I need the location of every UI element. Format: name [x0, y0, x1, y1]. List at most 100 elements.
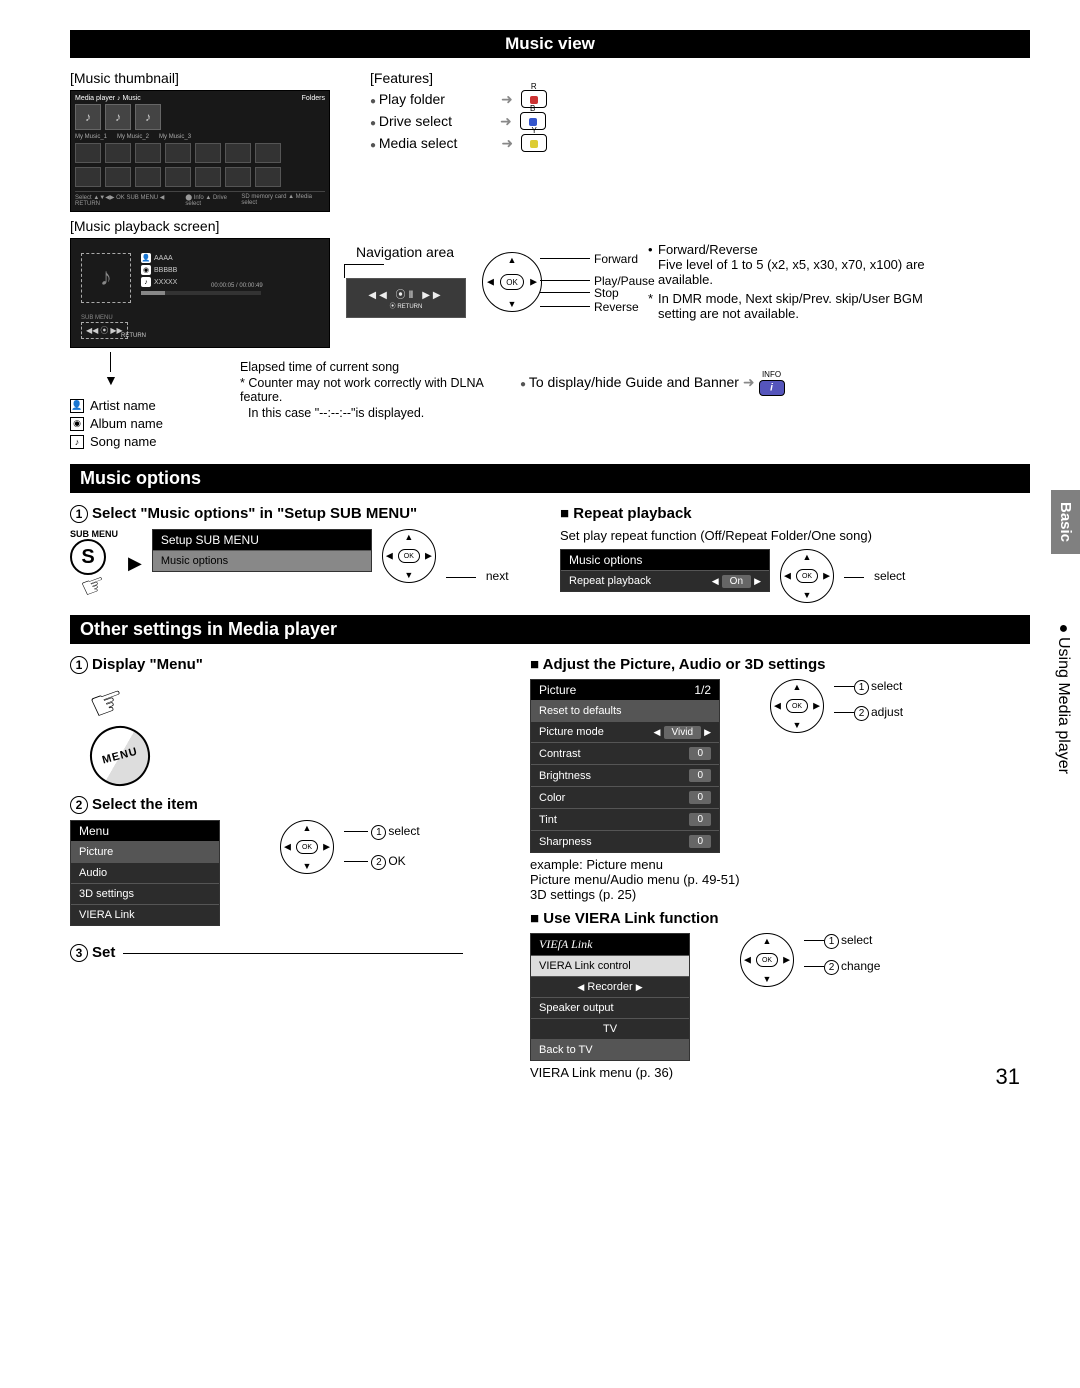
- side-section-text: ●Using Media player: [1054, 620, 1072, 774]
- dpad-icon: ▲ ▼ ◀ ▶ OK: [280, 820, 334, 874]
- pb-time: 00:00:05 / 00:00:49: [211, 283, 263, 289]
- arrow-icon: ➜: [743, 374, 755, 390]
- annot-select: select: [388, 824, 419, 838]
- step1-display-menu: 1Display "Menu": [70, 656, 510, 674]
- legend-artist: Artist name: [90, 398, 156, 413]
- music-options-banner: Music options: [70, 464, 1030, 493]
- hand-icon: ☞: [83, 675, 132, 730]
- menu-item-3d[interactable]: 3D settings: [71, 883, 219, 904]
- thumb-right: Folders: [302, 95, 325, 102]
- annot-adjust: adjust: [871, 705, 903, 719]
- picture-menu: Picture1/2 Reset to defaults Picture mod…: [530, 679, 720, 853]
- music-options-menu: Music options Repeat playback ◀ On ▶: [560, 549, 770, 592]
- feature-drive-select: Drive select: [370, 113, 452, 129]
- dpad-icon: ▲ ▼ ◀ ▶ OK: [740, 933, 794, 987]
- step2-select-item: 2Select the item: [70, 796, 510, 814]
- thumb-folder: ♪: [105, 104, 131, 130]
- sub-menu-label: SUB MENU: [70, 529, 118, 539]
- thumb-footer-mid: ⬤ Info ▲ Drive select: [185, 194, 241, 207]
- arrow-icon: ➜: [500, 113, 512, 130]
- ok-button-icon: OK: [500, 274, 524, 290]
- step1-title: 1Select "Music options" in "Setup SUB ME…: [70, 505, 540, 523]
- menu-title: Menu: [71, 821, 219, 841]
- song-icon: ♪: [141, 277, 151, 287]
- song-icon: ♪: [70, 435, 84, 449]
- menu-remote-icon: MENU: [83, 719, 156, 792]
- hand-icon: ☞: [77, 566, 112, 606]
- album-icon: ◉: [70, 417, 84, 431]
- viera-row[interactable]: Back to TV: [531, 1039, 689, 1060]
- annot-select: select: [871, 679, 902, 693]
- pic-row[interactable]: Tint0: [531, 808, 719, 830]
- setup-sub-menu: Setup SUB MENU Music options: [152, 529, 372, 572]
- other-settings-banner: Other settings in Media player: [70, 615, 1030, 644]
- dpad-diagram: ▲ ▼ ◀ ▶ OK Forward Play/Pause Stop Rever…: [482, 252, 592, 332]
- thumb-label: [Music thumbnail]: [70, 70, 350, 86]
- menu-item-repeat[interactable]: Repeat playback ◀ On ▶: [561, 570, 769, 591]
- viera-row[interactable]: TV: [531, 1018, 689, 1039]
- info-label: INFO: [759, 370, 785, 379]
- artist-icon: 👤: [141, 253, 151, 263]
- menu-item-viera[interactable]: VIERA Link: [71, 904, 219, 925]
- viera-title: Use VIERA Link function: [530, 910, 1030, 927]
- thumb-item-label: My Music_3: [159, 134, 191, 140]
- nav-area-label: Navigation area: [356, 244, 466, 260]
- menu-item-picture[interactable]: Picture: [71, 841, 219, 862]
- music-thumbnail-mock: Media player ♪ Music Folders ♪ ♪ ♪ My Mu…: [70, 90, 330, 212]
- annot-select: select: [841, 933, 872, 947]
- pic-example: example: Picture menu: [530, 857, 1030, 872]
- viera-menu-title: VIEſA Link: [531, 934, 689, 955]
- elapsed-note1: * Counter may not work correctly with DL…: [240, 376, 500, 404]
- thumb-folder: ♪: [75, 104, 101, 130]
- pic-page: 1/2: [694, 683, 711, 697]
- progress-bar: [141, 291, 261, 295]
- artist-icon: 👤: [70, 399, 84, 413]
- viera-menu: VIEſA Link VIERA Link control ◀ Recorder…: [530, 933, 690, 1061]
- viera-row[interactable]: VIERA Link control: [531, 955, 689, 976]
- note-dmr-mode: In DMR mode, Next skip/Prev. skip/User B…: [648, 291, 928, 321]
- thumb-breadcrumb: Media player ♪ Music: [75, 95, 141, 102]
- album-icon: ◉: [141, 265, 151, 275]
- menu-title: Music options: [561, 550, 769, 570]
- thumb-item-label: My Music_2: [117, 134, 149, 140]
- annot-change: change: [841, 959, 880, 973]
- legend-album: Album name: [90, 416, 163, 431]
- arrow-icon: ➜: [501, 135, 513, 152]
- pic-row[interactable]: Contrast0: [531, 742, 719, 764]
- dpad-icon: ▲ ▼ ◀ ▶ OK: [770, 679, 824, 733]
- pic-ref1: Picture menu/Audio menu (p. 49-51): [530, 872, 1030, 887]
- info-button-icon: [759, 380, 785, 396]
- pic-row[interactable]: Brightness0: [531, 764, 719, 786]
- thumb-item-label: My Music_1: [75, 134, 107, 140]
- viera-row[interactable]: Speaker output: [531, 997, 689, 1018]
- playback-screen-mock: ♪ 👤AAAA ◉BBBBB ♪XXXXX 00:00:05 / 00:00:4…: [70, 238, 330, 348]
- pic-row[interactable]: Picture mode◀ Vivid ▶: [531, 721, 719, 742]
- features-label: [Features]: [370, 70, 547, 86]
- select-label: select: [874, 569, 905, 583]
- pic-ref2: 3D settings (p. 25): [530, 887, 1030, 902]
- next-label: next: [486, 569, 509, 583]
- arrow-icon: ➜: [501, 91, 513, 108]
- thumb-folder: ♪: [135, 104, 161, 130]
- viera-row[interactable]: ◀ Recorder ▶: [531, 976, 689, 997]
- pb-album: BBBBB: [154, 267, 177, 274]
- menu-item-audio[interactable]: Audio: [71, 862, 219, 883]
- annot-ok: OK: [388, 854, 405, 868]
- thumb-footer-right: SD memory card ▲ Media select: [241, 194, 325, 207]
- pic-row[interactable]: Color0: [531, 786, 719, 808]
- feature-play-folder: Play folder: [370, 91, 445, 107]
- pic-row[interactable]: Sharpness0: [531, 830, 719, 852]
- viera-ref: VIERA Link menu (p. 36): [530, 1065, 1030, 1080]
- adjust-title: Adjust the Picture, Audio or 3D settings: [530, 656, 1030, 673]
- menu-item-music-options[interactable]: Music options: [153, 550, 371, 571]
- pic-row[interactable]: Reset to defaults: [531, 700, 719, 721]
- arrow-icon: ▶: [128, 553, 142, 574]
- feature-media-select: Media select: [370, 135, 457, 151]
- repeat-desc: Set play repeat function (Off/Repeat Fol…: [560, 528, 1030, 543]
- playback-label: [Music playback screen]: [70, 218, 1030, 234]
- elapsed-note2: In this case "--:--:--"is displayed.: [248, 406, 500, 420]
- legend-song: Song name: [90, 434, 157, 449]
- pb-song: XXXXX: [154, 279, 177, 286]
- guide-banner-text: To display/hide Guide and Banner: [520, 374, 739, 390]
- pb-submenu: SUB MENU: [81, 315, 113, 321]
